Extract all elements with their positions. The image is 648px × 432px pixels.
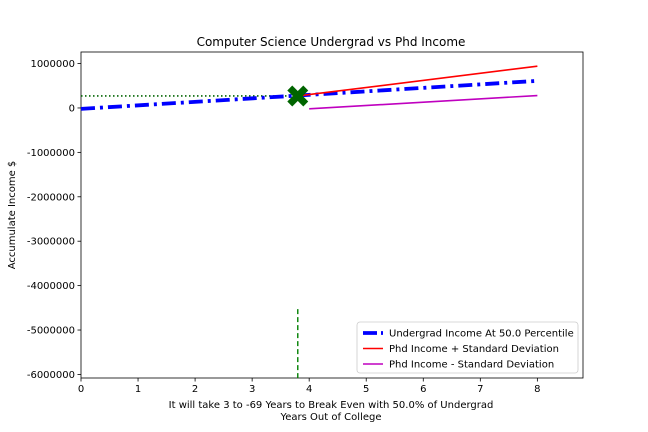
legend-entry-phd-plus-label: Phd Income + Standard Deviation [389,344,559,355]
phd-minus-sd-line [309,94,538,110]
legend-entry-undergrad-label: Undergrad Income At 50.0 Percentile [389,329,574,340]
y-tick-label: -4000000 [27,281,75,292]
plot-area [80,51,584,379]
x-tick-label: 1 [135,384,141,395]
y-tick-label: -3000000 [27,237,75,248]
phd-plus-sd-line [297,65,538,97]
legend: Undergrad Income At 50.0 Percentile Phd I… [356,321,579,374]
axis-ticks: 0 1 2 3 4 5 6 7 8 1000000 0 -1000000 -2000000 -300000… [27,59,541,395]
y-tick-label: 1000000 [30,59,75,70]
x-axis-label-line1: It will take 3 to -69 Years to Break Eve… [169,400,494,411]
y-axis-label: Accumulate Income $ [7,161,18,270]
axes-frame [80,51,584,379]
x-tick-label: 3 [249,384,255,395]
y-tick-label: -1000000 [27,148,75,159]
x-axis-label-line2: Years Out of College [280,412,382,423]
marker-stroke-b [287,85,309,107]
break-even-marker [287,85,309,107]
legend-entry-phd-minus-label: Phd Income - Standard Deviation [389,360,554,371]
x-tick-label: 4 [306,384,312,395]
x-tick-label: 2 [192,384,198,395]
legend-box [356,321,579,374]
x-tick-label: 5 [363,384,369,395]
x-tick-label: 7 [477,384,483,395]
x-tick-label: 0 [78,384,84,395]
y-tick-label: -6000000 [27,370,75,381]
x-tick-label: 6 [420,384,426,395]
y-tick-label: -2000000 [27,192,75,203]
x-tick-label: 8 [534,384,540,395]
data-marks [81,65,538,378]
chart-title: Computer Science Undergrad vs Phd Income [197,35,466,49]
y-tick-label: 0 [69,103,75,114]
y-tick-label: -5000000 [27,326,75,337]
